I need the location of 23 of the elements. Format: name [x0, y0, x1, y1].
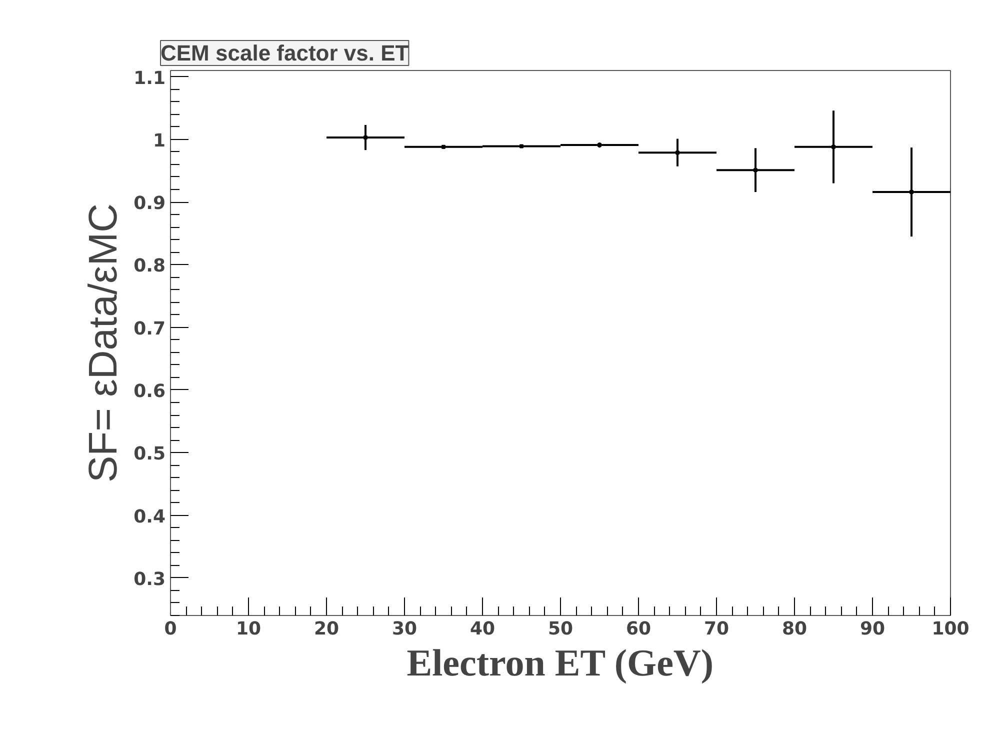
x-tick-label: 10	[236, 618, 262, 640]
y-tick-label: 0.5	[134, 444, 166, 465]
x-tick-label: 70	[704, 618, 730, 640]
y-tick-label: 0.4	[134, 506, 166, 528]
y-tick-label: 0.7	[134, 318, 166, 340]
x-tick-label: 90	[860, 618, 886, 640]
y-axis-title: SF= εData/εMC	[82, 203, 126, 483]
x-tick-label: 20	[314, 618, 340, 640]
x-tick-label: 40	[470, 618, 496, 640]
y-tick-label: 1.1	[134, 68, 166, 89]
x-tick-label: 100	[932, 618, 970, 640]
y-tick-label: 0.8	[134, 256, 166, 277]
y-tick-label: 0.3	[134, 568, 166, 590]
x-tick-label: 60	[626, 618, 652, 640]
chart-title: CEM scale factor vs. ET	[160, 40, 410, 66]
y-tick-label: 1	[152, 130, 166, 152]
x-axis-title: Electron ET (GeV)	[406, 642, 714, 684]
x-tick-label: 30	[392, 618, 418, 640]
y-tick-label: 0.6	[134, 380, 166, 402]
x-tick-label: 80	[782, 618, 808, 640]
x-tick-label: 50	[548, 618, 574, 640]
y-tick-label: 0.9	[134, 193, 166, 214]
x-tick-label: 0	[164, 618, 177, 640]
